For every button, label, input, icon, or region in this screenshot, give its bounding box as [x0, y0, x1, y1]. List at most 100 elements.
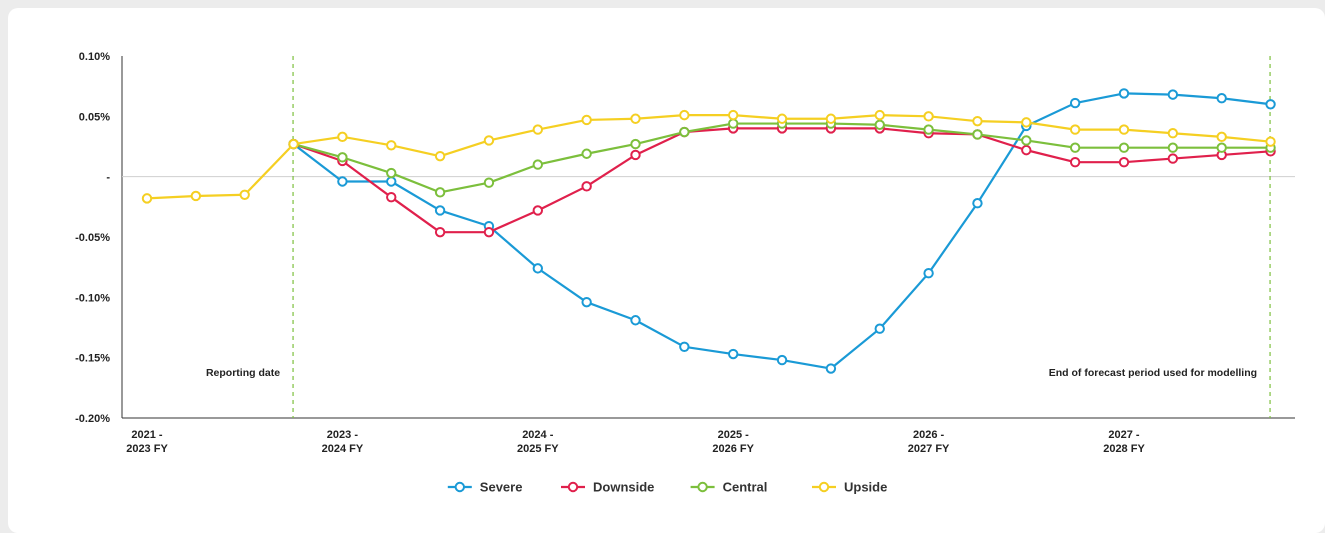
chart-series — [141, 88, 1276, 374]
data-point-upside — [1118, 124, 1130, 135]
data-point-upside — [630, 113, 641, 124]
legend-label-upside: Upside — [844, 480, 887, 495]
data-point-upside — [679, 109, 690, 121]
reference-lines: Reporting date End of forecast period use… — [206, 56, 1271, 418]
data-point-central — [1069, 142, 1081, 153]
data-point-severe — [532, 263, 543, 274]
data-point-upside — [288, 138, 299, 150]
data-point-downside — [1167, 153, 1179, 164]
data-point-upside — [1021, 117, 1032, 128]
data-point-downside — [581, 181, 592, 192]
data-point-upside — [728, 109, 739, 121]
data-point-severe — [1265, 99, 1276, 110]
data-point-severe — [825, 363, 837, 374]
data-point-downside — [1021, 144, 1032, 156]
y-axis-labels: 0.10% 0.05% - -0.05% -0.10% -0.15% -0.20% — [75, 51, 110, 425]
data-point-severe — [434, 205, 446, 216]
reference-label: Reporting date — [206, 367, 280, 379]
x-axis-labels: 2021 -2023 FY 2023 -2024 FY 2024 -2025 FY 2… — [126, 429, 1145, 455]
data-point-central — [386, 167, 397, 179]
data-point-upside — [776, 113, 788, 124]
y-tick-label: -0.20% — [75, 413, 110, 425]
data-point-upside — [923, 111, 934, 122]
data-point-severe — [923, 268, 934, 279]
data-point-central — [1021, 135, 1032, 146]
data-point-central — [483, 177, 495, 188]
data-point-upside — [532, 124, 543, 135]
y-tick-label: -0.05% — [75, 232, 110, 244]
data-point-upside — [1265, 136, 1276, 147]
data-point-downside — [630, 149, 641, 161]
legend-marker-central — [697, 481, 708, 493]
data-point-central — [337, 152, 348, 163]
legend-label-downside: Downside — [593, 480, 654, 495]
reference-label: End of forecast period used for modellin… — [1049, 367, 1257, 379]
data-point-downside — [386, 191, 397, 203]
chart-axes — [121, 56, 1295, 419]
data-point-central — [1167, 142, 1179, 153]
y-tick-label: - — [106, 172, 110, 184]
data-point-upside — [337, 131, 348, 143]
data-point-downside — [434, 226, 446, 238]
chart-legend: Severe Downside Central Upside — [447, 480, 887, 495]
data-point-central — [972, 129, 983, 140]
data-point-upside — [386, 140, 397, 151]
data-point-severe — [972, 198, 983, 209]
data-point-severe — [728, 348, 739, 360]
data-point-severe — [337, 176, 348, 187]
data-point-upside — [825, 113, 837, 124]
data-point-severe — [1069, 97, 1081, 109]
data-point-central — [581, 148, 592, 159]
y-tick-label: 0.10% — [79, 51, 110, 63]
data-point-downside — [532, 205, 543, 216]
legend-marker-upside — [818, 481, 830, 493]
data-point-severe — [776, 354, 788, 366]
y-tick-label: -0.10% — [75, 292, 110, 304]
data-point-upside — [190, 190, 202, 202]
line-chart: 0.10% 0.05% - -0.05% -0.10% -0.15% -0.20% 2021… — [75, 51, 1295, 495]
data-point-upside — [239, 189, 250, 200]
data-point-upside — [483, 135, 495, 146]
chart-card: 0.10% 0.05% - -0.05% -0.10% -0.15% -0.20% 2021… — [8, 8, 1325, 533]
data-point-downside — [483, 226, 495, 238]
data-point-central — [532, 159, 543, 170]
x-tick-label: 2027 -2028 FY — [1103, 429, 1145, 455]
legend-marker-severe — [454, 481, 465, 493]
data-point-upside — [434, 150, 446, 162]
data-point-downside — [1069, 156, 1081, 168]
y-tick-label: 0.05% — [79, 111, 110, 123]
x-tick-label: 2025 -2026 FY — [712, 429, 754, 455]
data-point-central — [434, 187, 446, 198]
legend-label-central: Central — [723, 480, 768, 495]
data-point-upside — [972, 115, 983, 127]
x-tick-label: 2024 -2025 FY — [517, 429, 559, 455]
data-point-severe — [581, 296, 592, 308]
y-tick-label: -0.15% — [75, 353, 110, 365]
data-point-upside — [1167, 128, 1179, 139]
data-point-severe — [1118, 88, 1130, 99]
legend-label-severe: Severe — [480, 480, 523, 495]
data-point-severe — [386, 176, 397, 187]
data-point-central — [1216, 142, 1227, 153]
data-point-central — [728, 118, 739, 129]
legend-marker-downside — [567, 481, 579, 493]
data-point-severe — [1167, 89, 1179, 100]
data-point-severe — [1216, 93, 1227, 104]
data-point-severe — [630, 315, 641, 326]
data-point-central — [874, 119, 885, 130]
data-point-central — [923, 124, 934, 135]
series-line-upside — [146, 114, 1271, 200]
data-point-upside — [874, 109, 885, 121]
data-point-downside — [1118, 156, 1130, 168]
data-point-upside — [1069, 124, 1081, 135]
data-point-upside — [141, 193, 153, 204]
data-point-upside — [581, 114, 592, 126]
x-tick-label: 2026 -2027 FY — [908, 429, 950, 455]
data-point-central — [679, 126, 690, 138]
data-point-severe — [679, 341, 690, 353]
data-point-severe — [874, 323, 885, 334]
data-point-central — [630, 138, 641, 150]
data-point-upside — [1216, 131, 1227, 143]
data-point-central — [1118, 142, 1130, 153]
x-tick-label: 2021 -2023 FY — [126, 429, 168, 455]
